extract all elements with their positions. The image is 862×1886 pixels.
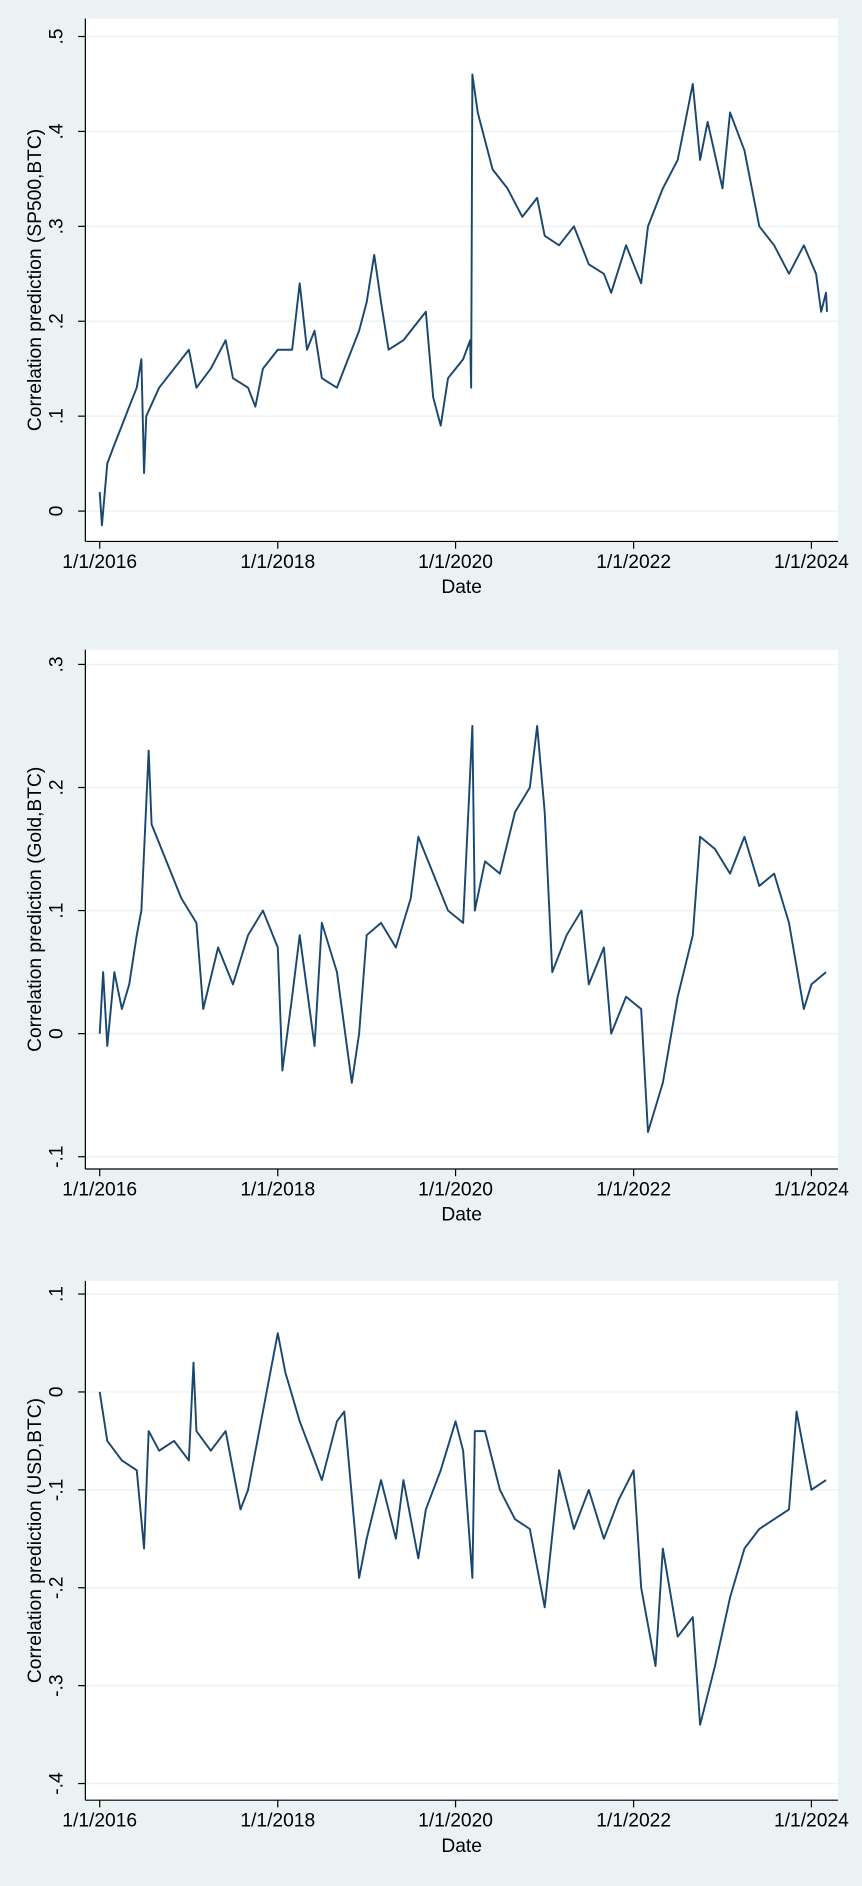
plot-area [85, 649, 838, 1170]
data-line [98, 724, 827, 1134]
y-tick-label: -.1 [47, 1479, 68, 1501]
data-line [98, 1332, 827, 1726]
y-tick-label: .1 [47, 408, 68, 424]
x-tick-label: 1/1/2020 [418, 552, 493, 573]
x-axis-label: Date [441, 1836, 482, 1857]
x-axis-label: Date [441, 577, 482, 598]
x-tick-label: 1/1/2024 [774, 1179, 849, 1200]
plot-area [85, 18, 838, 542]
y-tick-label: .3 [47, 656, 68, 672]
x-tick-label: 1/1/2024 [774, 552, 849, 573]
y-tick-label: .1 [47, 903, 68, 919]
x-tick-label: 1/1/2022 [596, 1179, 671, 1200]
plot-area [85, 1280, 838, 1801]
y-tick-label: .2 [47, 779, 68, 795]
x-tick-label: 1/1/2016 [62, 552, 137, 573]
y-axis-label: Correlation prediction (Gold,BTC) [25, 767, 46, 1052]
y-tick-label: -.4 [47, 1772, 68, 1795]
y-tick-label: .2 [47, 313, 68, 329]
x-tick-label: 1/1/2018 [240, 1179, 315, 1200]
x-tick-label: 1/1/2020 [418, 1811, 493, 1832]
x-tick-label: 1/1/2016 [62, 1811, 137, 1832]
y-tick-label: -.2 [47, 1577, 68, 1599]
x-tick-label: 1/1/2024 [774, 1811, 849, 1832]
y-tick-label: .5 [47, 29, 68, 45]
x-tick-label: 1/1/2022 [596, 552, 671, 573]
y-tick-label: .1 [47, 1286, 68, 1302]
y-tick-label: 0 [47, 506, 68, 517]
y-axis-label: Correlation prediction (SP500,BTC) [25, 129, 46, 431]
y-tick-label: 0 [47, 1028, 68, 1039]
y-tick-label: 0 [47, 1387, 68, 1398]
y-tick-label: -.1 [47, 1145, 68, 1167]
x-tick-label: 1/1/2018 [240, 1811, 315, 1832]
x-axis-label: Date [441, 1205, 482, 1226]
x-tick-label: 1/1/2020 [418, 1179, 493, 1200]
y-tick-label: .3 [47, 218, 68, 234]
x-tick-label: 1/1/2016 [62, 1179, 137, 1200]
y-tick-label: -.3 [47, 1674, 68, 1696]
x-tick-label: 1/1/2022 [596, 1811, 671, 1832]
y-tick-label: .4 [47, 123, 68, 139]
y-axis-label: Correlation prediction (USD,BTC) [25, 1398, 46, 1683]
x-tick-label: 1/1/2018 [240, 552, 315, 573]
data-line [98, 73, 828, 527]
